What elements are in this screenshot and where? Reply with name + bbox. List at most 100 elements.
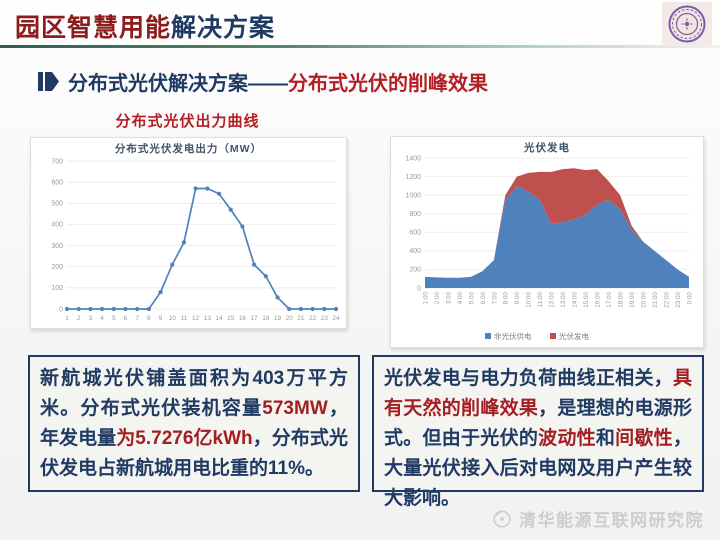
svg-text:12:00: 12:00 (549, 292, 556, 308)
svg-text:300: 300 (51, 243, 63, 250)
svg-text:6: 6 (124, 315, 128, 322)
text-segment: ，年发电量 (40, 398, 348, 449)
svg-text:23:00: 23:00 (675, 292, 682, 308)
svg-text:600: 600 (409, 230, 421, 237)
svg-text:2: 2 (77, 315, 81, 322)
text-segment: 波动性 (538, 428, 596, 449)
svg-text:9:00: 9:00 (514, 292, 521, 305)
text-segment: 光伏发电与电力负荷曲线正相关， (384, 368, 673, 389)
svg-text:23: 23 (321, 315, 329, 322)
pv-generation-area-chart-panel: 光伏发电 0 200 400 600 800 1000 1200 1400 1:00 2:00 3:0… (390, 136, 704, 348)
svg-text:4:00: 4:00 (457, 292, 464, 305)
svg-text:非光伏供电: 非光伏供电 (494, 331, 532, 341)
svg-text:4: 4 (100, 315, 104, 322)
institute-logo-icon (493, 509, 511, 528)
text-segment: ，是理想的电源形式。但由于光伏的 (384, 398, 692, 449)
left-chart-caption: 分布式光伏出力曲线 (115, 113, 260, 130)
svg-text:200: 200 (51, 264, 63, 271)
text-segment: 573MW (262, 398, 328, 419)
svg-text:3:00: 3:00 (445, 292, 452, 305)
svg-text:700: 700 (51, 158, 63, 165)
svg-text:15:00: 15:00 (583, 292, 590, 308)
svg-text:24: 24 (332, 315, 340, 322)
section-subtitle: 分布式光伏解决方案—— 分布式光伏的削峰效果 (38, 67, 488, 96)
text-segment: 间歇性 (615, 428, 673, 449)
svg-text:16:00: 16:00 (595, 292, 602, 308)
svg-text:16: 16 (239, 315, 247, 322)
svg-text:14: 14 (215, 315, 223, 322)
svg-text:1200: 1200 (405, 174, 421, 181)
svg-text:0:00: 0:00 (686, 292, 693, 305)
svg-text:7:00: 7:00 (491, 292, 498, 305)
page-title-part-1: 园区智慧用能 (15, 14, 172, 42)
flag-bullet-icon (38, 72, 59, 91)
page-title: 园区智慧用能解决方案 (15, 8, 275, 44)
svg-text:1:00: 1:00 (422, 292, 429, 305)
svg-text:光伏发电: 光伏发电 (559, 331, 589, 341)
page-title-part-2: 解决方案 (171, 14, 276, 42)
svg-text:13: 13 (204, 315, 212, 322)
svg-text:22: 22 (309, 315, 317, 322)
text-segment: ，大量光伏接入后对电网及用户产生较大影响。 (384, 428, 692, 509)
svg-text:0: 0 (59, 306, 63, 313)
svg-text:10: 10 (169, 315, 177, 322)
footer-watermark: 清华能源互联网研究院 (491, 506, 704, 531)
svg-text:1000: 1000 (405, 192, 421, 199)
svg-text:1400: 1400 (405, 155, 421, 162)
header-divider (0, 45, 720, 48)
svg-text:20:00: 20:00 (640, 292, 647, 308)
svg-text:11:00: 11:00 (537, 292, 544, 308)
svg-text:5: 5 (112, 315, 116, 322)
right-info-box: 光伏发电与电力负荷曲线正相关，具有天然的削峰效果，是理想的电源形式。但由于光伏的… (372, 355, 704, 509)
tsinghua-seal-icon (668, 5, 706, 43)
svg-text:500: 500 (51, 201, 63, 208)
svg-text:400: 400 (409, 248, 421, 255)
svg-text:21: 21 (297, 315, 305, 322)
svg-text:5:00: 5:00 (468, 292, 475, 305)
text-segment: ，分布式光伏发电占新航城用电比重的11%。 (40, 428, 348, 479)
svg-text:100: 100 (51, 285, 63, 292)
text-segment: 为5.7276亿kWh (116, 428, 253, 449)
svg-text:22:00: 22:00 (663, 292, 670, 308)
svg-text:19: 19 (274, 315, 282, 322)
svg-text:8:00: 8:00 (503, 292, 510, 305)
svg-text:18: 18 (262, 315, 270, 322)
pv-generation-area-chart: 光伏发电 0 200 400 600 800 1000 1200 1400 1:00 2:00 3:0… (405, 141, 693, 341)
svg-text:21:00: 21:00 (652, 292, 659, 308)
institute-name: 清华能源互联网研究院 (519, 511, 704, 530)
svg-text:12: 12 (192, 315, 200, 322)
svg-text:14:00: 14:00 (572, 292, 579, 308)
svg-text:光伏发电: 光伏发电 (523, 141, 570, 154)
svg-text:7: 7 (135, 315, 139, 322)
left-info-box: 新航城光伏铺盖面积为403万平方米。分布式光伏装机容量573MW，年发电量为5.… (28, 355, 360, 492)
svg-text:17: 17 (251, 315, 259, 322)
svg-text:19:00: 19:00 (629, 292, 636, 308)
svg-text:3: 3 (89, 315, 93, 322)
svg-text:15: 15 (227, 315, 235, 322)
svg-text:400: 400 (51, 222, 63, 229)
svg-text:17:00: 17:00 (606, 292, 613, 308)
svg-text:18:00: 18:00 (618, 292, 625, 308)
svg-text:8: 8 (147, 315, 151, 322)
svg-text:800: 800 (409, 211, 421, 218)
svg-text:11: 11 (181, 315, 188, 322)
svg-text:9: 9 (159, 315, 163, 322)
tsinghua-logo (662, 2, 712, 46)
svg-text:200: 200 (409, 267, 421, 274)
svg-text:600: 600 (51, 179, 63, 186)
text-segment: 和 (595, 428, 616, 449)
pv-output-line-chart-panel: 分布式光伏发电出力（MW） 0 100 200 300 400 500 600 700 1 2 3 4 5… (30, 137, 347, 329)
svg-text:10:00: 10:00 (526, 292, 533, 308)
subtitle-part-2: 分布式光伏的削峰效果 (288, 73, 488, 95)
svg-text:1: 1 (65, 315, 69, 322)
svg-text:13:00: 13:00 (560, 292, 567, 308)
svg-text:20: 20 (286, 315, 294, 322)
svg-text:分布式光伏发电出力（MW）: 分布式光伏发电出力（MW） (115, 142, 262, 155)
svg-text:0: 0 (417, 285, 421, 292)
svg-text:6:00: 6:00 (480, 292, 487, 305)
subtitle-part-1: 分布式光伏解决方案—— (68, 73, 288, 95)
text-segment: 新航城光伏铺盖面积为403万平方米。分布式光伏装机容量 (40, 368, 348, 419)
text-segment: 具有天然的削峰效果 (384, 368, 692, 419)
